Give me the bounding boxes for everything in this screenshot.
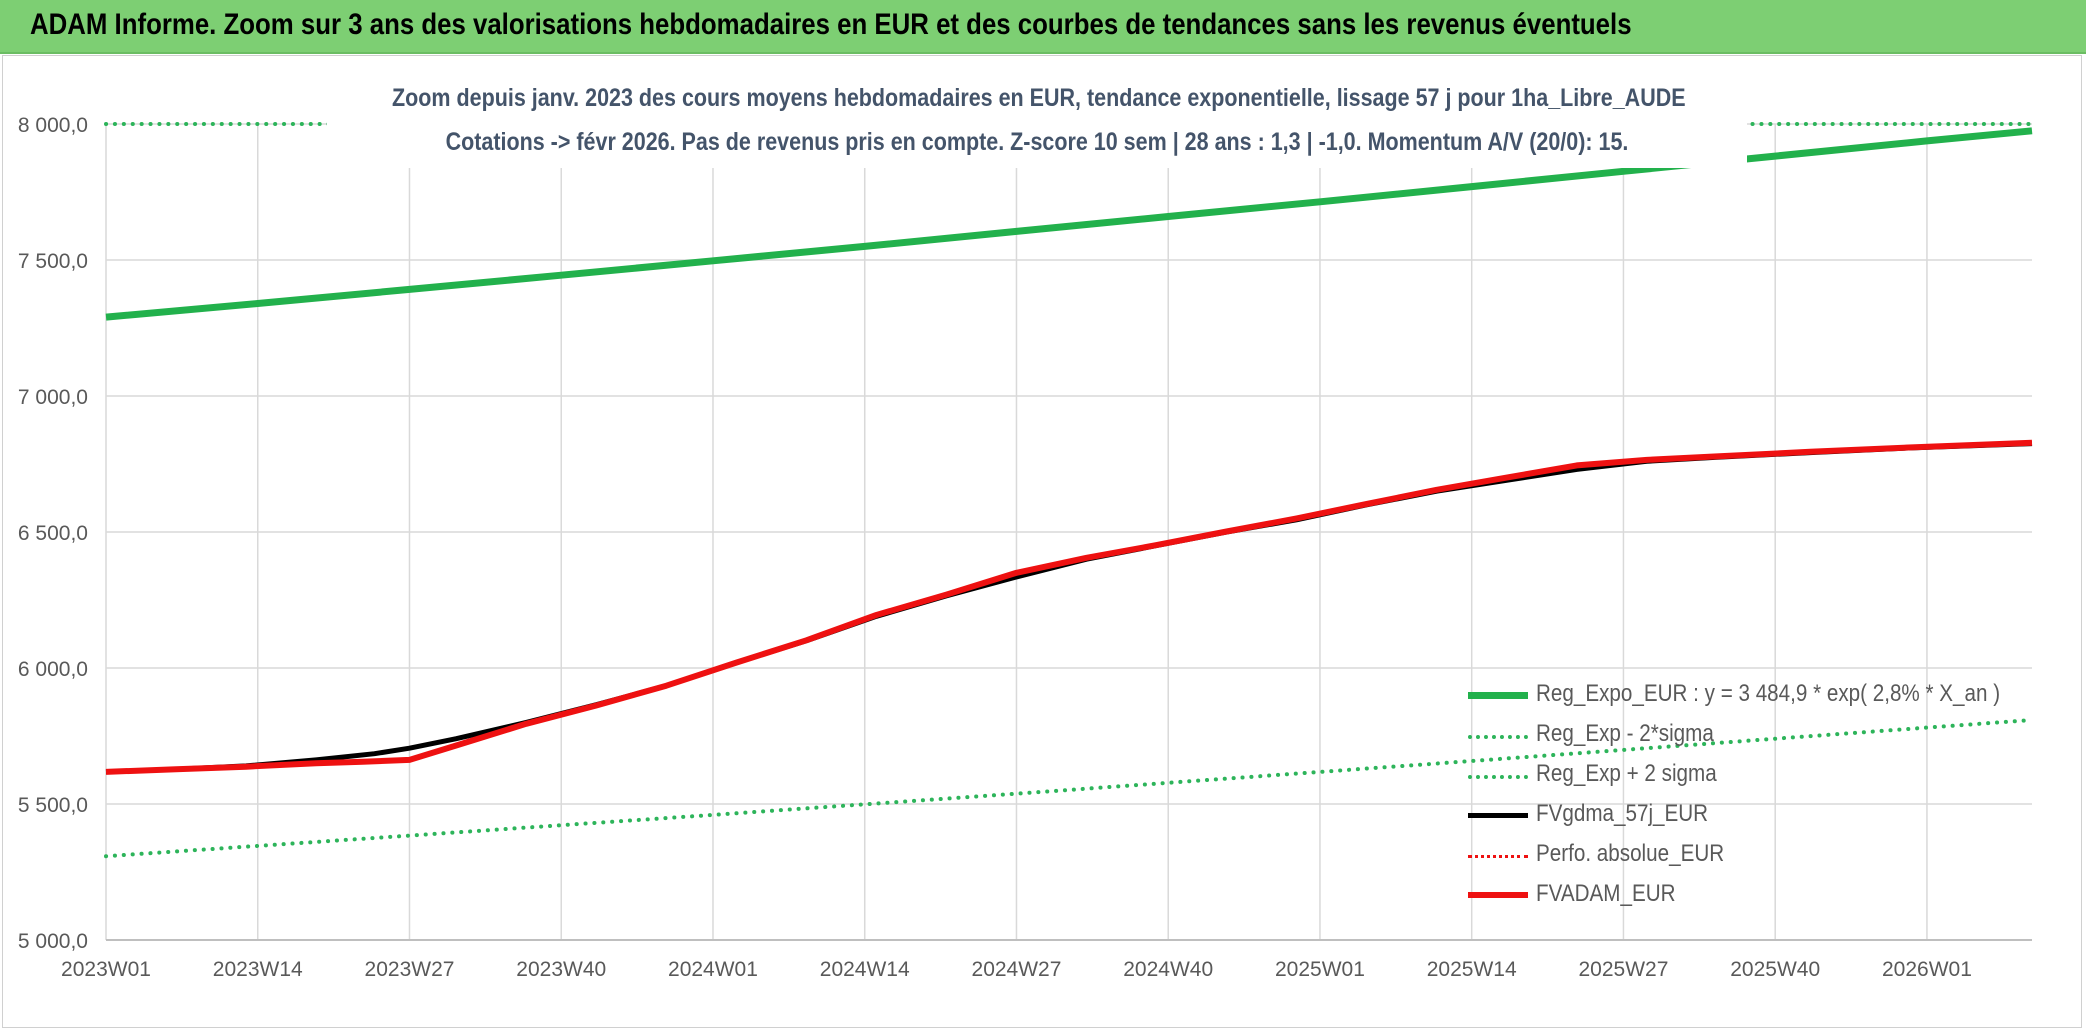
x-tick-label: 2023W01: [61, 958, 151, 981]
legend-item-reg-exp-minus: Reg_Exp - 2*sigma: [1468, 716, 2038, 756]
legend-swatch-fvgdma: [1468, 813, 1528, 818]
x-tick-label: 2025W14: [1427, 958, 1517, 981]
report-title: ADAM Informe. Zoom sur 3 ans des valoris…: [30, 8, 1632, 41]
legend-item-perfo: Perfo. absolue_EUR: [1468, 836, 2038, 876]
x-tick-label: 2023W14: [213, 958, 303, 981]
chart-legend: Reg_Expo_EUR : y = 3 484,9 * exp( 2,8% *…: [1468, 676, 2038, 916]
chart-subtitle: Cotations -> févr 2026. Pas de revenus p…: [445, 128, 1629, 156]
chart-title: Zoom depuis janv. 2023 des cours moyens …: [392, 84, 1686, 112]
y-tick-label: 5 500,0: [18, 794, 88, 817]
chart-title-background: [327, 80, 1747, 168]
legend-item-reg-exp-plus: Reg_Exp + 2 sigma: [1468, 756, 2038, 796]
legend-label-reg-exp-plus: Reg_Exp + 2 sigma: [1536, 760, 1717, 787]
legend-swatch-reg-expo: [1468, 692, 1528, 699]
y-tick-label: 5 000,0: [18, 930, 88, 953]
report-banner: ADAM Informe. Zoom sur 3 ans des valoris…: [0, 0, 2086, 54]
x-tick-label: 2023W27: [365, 958, 455, 981]
y-tick-label: 6 000,0: [18, 658, 88, 681]
x-tick-label: 2025W27: [1579, 958, 1669, 981]
y-tick-label: 7 000,0: [18, 386, 88, 409]
x-tick-label: 2024W01: [668, 958, 758, 981]
legend-label-fvadam: FVADAM_EUR: [1536, 880, 1676, 907]
chart-frame: [2, 55, 2082, 1028]
legend-swatch-fvadam: [1468, 892, 1528, 898]
legend-item-reg-expo: Reg_Expo_EUR : y = 3 484,9 * exp( 2,8% *…: [1468, 676, 2038, 716]
series-line-5: [105, 439, 2033, 775]
y-tick-label: 6 500,0: [18, 522, 88, 545]
x-tick-label: 2026W01: [1882, 958, 1972, 981]
x-tick-label: 2024W27: [972, 958, 1062, 981]
legend-label-reg-expo: Reg_Expo_EUR : y = 3 484,9 * exp( 2,8% *…: [1536, 680, 2001, 707]
y-tick-label: 8 000,0: [18, 114, 88, 137]
legend-swatch-reg-exp-plus: [1468, 775, 1528, 779]
x-tick-label: 2024W14: [820, 958, 910, 981]
series-line-1: [104, 718, 2034, 859]
y-tick-label: 7 500,0: [18, 250, 88, 273]
legend-label-reg-exp-minus: Reg_Exp - 2*sigma: [1536, 720, 1714, 747]
legend-label-perfo: Perfo. absolue_EUR: [1536, 840, 1725, 867]
x-tick-label: 2025W40: [1730, 958, 1820, 981]
x-tick-label: 2023W40: [516, 958, 606, 981]
x-tick-label: 2024W40: [1123, 958, 1213, 981]
legend-label-fvgdma: FVgdma_57j_EUR: [1536, 800, 1709, 827]
legend-item-fvgdma: FVgdma_57j_EUR: [1468, 796, 2038, 836]
legend-swatch-reg-exp-minus: [1468, 735, 1528, 739]
series-line-0: [105, 127, 2033, 321]
x-tick-label: 2025W01: [1275, 958, 1365, 981]
legend-item-fvadam: FVADAM_EUR: [1468, 876, 2038, 916]
legend-swatch-perfo: [1468, 855, 1528, 858]
